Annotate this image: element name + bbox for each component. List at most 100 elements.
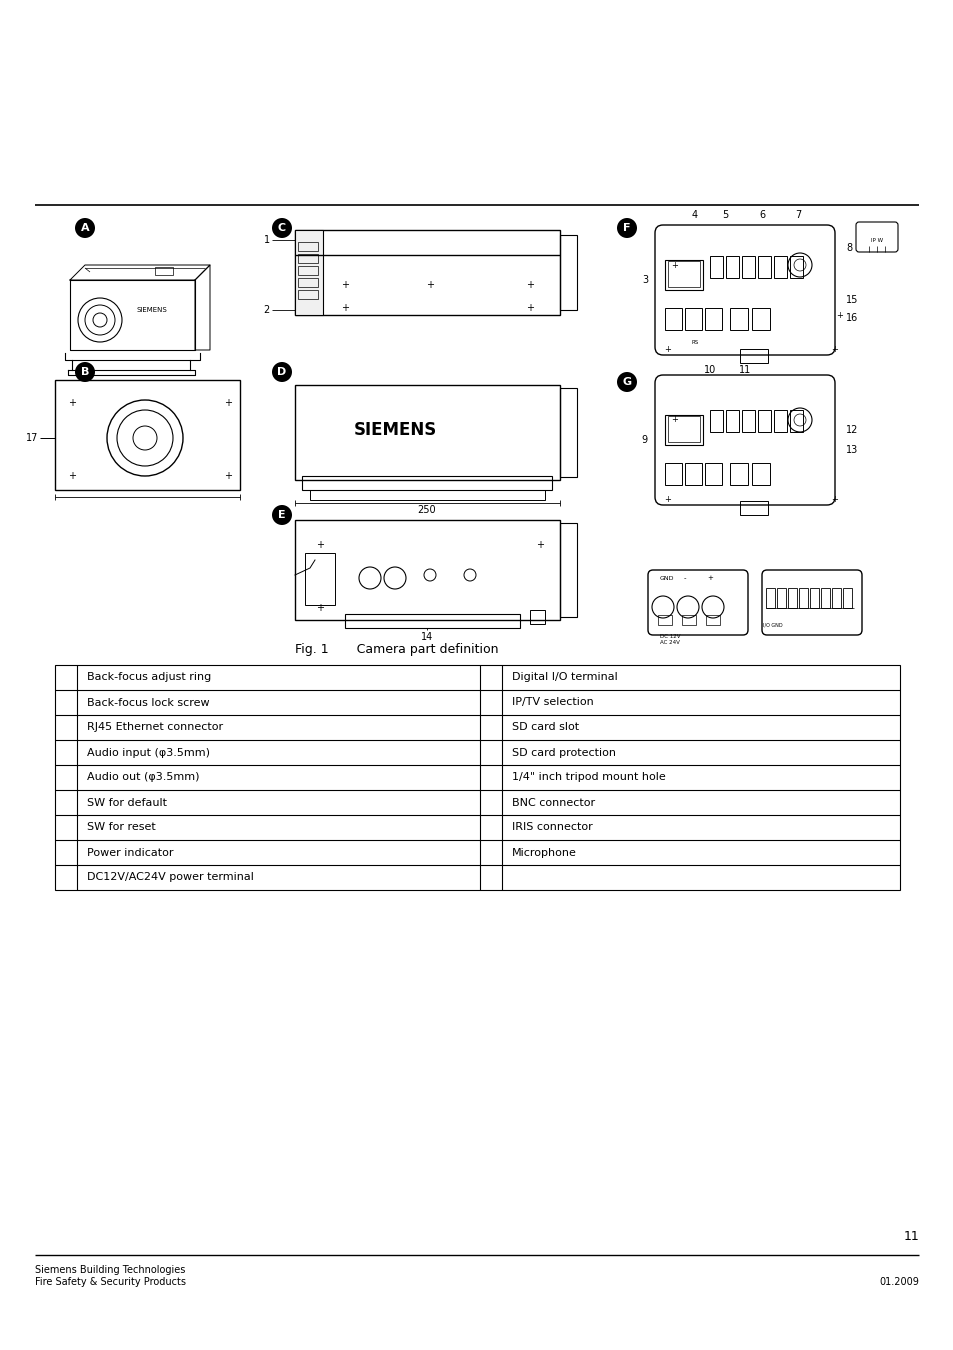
Text: 10: 10 bbox=[703, 364, 716, 375]
Text: 15: 15 bbox=[845, 296, 858, 305]
Text: Audio out (φ3.5mm): Audio out (φ3.5mm) bbox=[87, 772, 199, 783]
Text: 250: 250 bbox=[417, 505, 436, 514]
Bar bbox=[740, 501, 767, 514]
Circle shape bbox=[272, 505, 292, 525]
Text: 5: 5 bbox=[721, 211, 727, 220]
Circle shape bbox=[75, 217, 95, 238]
Bar bbox=[294, 230, 559, 315]
Text: 13: 13 bbox=[845, 446, 858, 455]
Text: B: B bbox=[81, 367, 89, 377]
Bar bbox=[684, 308, 701, 329]
Bar bbox=[729, 463, 747, 485]
Bar bbox=[55, 666, 899, 890]
Text: AC 24V: AC 24V bbox=[659, 640, 679, 645]
Bar bbox=[658, 616, 671, 625]
Bar bbox=[559, 235, 577, 310]
Bar bbox=[305, 554, 335, 605]
Text: SIEMENS: SIEMENS bbox=[353, 421, 436, 439]
Text: Fire Safety & Security Products: Fire Safety & Security Products bbox=[35, 1277, 186, 1287]
Text: IP W: IP W bbox=[870, 238, 882, 243]
Bar bbox=[741, 410, 754, 432]
Text: Microphone: Microphone bbox=[512, 848, 577, 857]
Text: 01.2009: 01.2009 bbox=[879, 1277, 918, 1287]
Text: 16: 16 bbox=[845, 313, 858, 323]
Text: +: + bbox=[664, 346, 671, 355]
Bar bbox=[667, 416, 700, 441]
Circle shape bbox=[617, 217, 637, 238]
Circle shape bbox=[272, 362, 292, 382]
Text: SW for reset: SW for reset bbox=[87, 822, 155, 833]
Text: BNC connector: BNC connector bbox=[512, 798, 595, 807]
Text: G: G bbox=[621, 377, 631, 387]
Bar bbox=[741, 256, 754, 278]
Bar bbox=[789, 410, 802, 432]
Bar bbox=[758, 256, 770, 278]
Bar bbox=[310, 490, 544, 500]
Text: 6: 6 bbox=[759, 211, 764, 220]
Text: +: + bbox=[340, 302, 349, 313]
Text: GND: GND bbox=[659, 575, 674, 580]
Bar bbox=[765, 589, 774, 608]
Bar bbox=[842, 589, 851, 608]
Bar bbox=[681, 616, 696, 625]
Text: Back-focus lock screw: Back-focus lock screw bbox=[87, 698, 210, 707]
Text: +: + bbox=[536, 540, 543, 549]
Bar bbox=[821, 589, 829, 608]
Text: +: + bbox=[664, 495, 671, 505]
Bar bbox=[559, 387, 577, 477]
Bar bbox=[345, 614, 519, 628]
Text: I/O GND: I/O GND bbox=[762, 622, 781, 628]
Bar bbox=[725, 256, 739, 278]
Bar bbox=[302, 477, 552, 490]
Text: 11: 11 bbox=[902, 1230, 918, 1243]
Bar bbox=[297, 254, 317, 263]
Bar bbox=[667, 261, 700, 288]
Circle shape bbox=[272, 217, 292, 238]
Bar bbox=[154, 267, 172, 275]
Bar bbox=[758, 410, 770, 432]
Text: +: + bbox=[426, 279, 434, 290]
Bar bbox=[297, 278, 317, 288]
Text: A: A bbox=[81, 223, 90, 234]
Bar bbox=[787, 589, 796, 608]
Text: IRIS connector: IRIS connector bbox=[512, 822, 592, 833]
Text: Fig. 1       Camera part definition: Fig. 1 Camera part definition bbox=[294, 644, 498, 656]
Bar bbox=[297, 290, 317, 298]
Bar bbox=[664, 463, 681, 485]
Bar bbox=[704, 308, 721, 329]
Bar bbox=[709, 410, 722, 432]
Bar bbox=[740, 350, 767, 363]
Bar bbox=[294, 230, 323, 315]
Bar bbox=[664, 308, 681, 329]
Text: +: + bbox=[706, 575, 712, 580]
Circle shape bbox=[75, 362, 95, 382]
Text: 9: 9 bbox=[641, 435, 647, 446]
Bar bbox=[789, 256, 802, 278]
Text: DC12V/AC24V power terminal: DC12V/AC24V power terminal bbox=[87, 872, 253, 883]
Text: SIEMENS: SIEMENS bbox=[136, 306, 167, 313]
Bar bbox=[297, 266, 317, 275]
Bar bbox=[559, 522, 577, 617]
Text: +: + bbox=[671, 261, 678, 270]
Bar bbox=[831, 589, 841, 608]
Bar bbox=[684, 463, 701, 485]
Bar bbox=[530, 610, 544, 624]
Bar bbox=[294, 520, 559, 620]
Bar bbox=[751, 463, 769, 485]
Text: SD card protection: SD card protection bbox=[512, 748, 616, 757]
Bar bbox=[725, 410, 739, 432]
Bar bbox=[773, 410, 786, 432]
Text: +: + bbox=[224, 398, 232, 408]
Text: E: E bbox=[278, 510, 286, 520]
Text: 17: 17 bbox=[26, 433, 38, 443]
Bar bbox=[55, 379, 240, 490]
Text: +: + bbox=[315, 540, 324, 549]
Text: 2: 2 bbox=[263, 305, 270, 315]
Text: SD card slot: SD card slot bbox=[512, 722, 578, 733]
Bar bbox=[776, 589, 785, 608]
Circle shape bbox=[617, 373, 637, 391]
Text: +: + bbox=[836, 310, 842, 320]
Text: +: + bbox=[831, 495, 838, 505]
Text: F: F bbox=[622, 223, 630, 234]
Bar bbox=[294, 385, 559, 481]
